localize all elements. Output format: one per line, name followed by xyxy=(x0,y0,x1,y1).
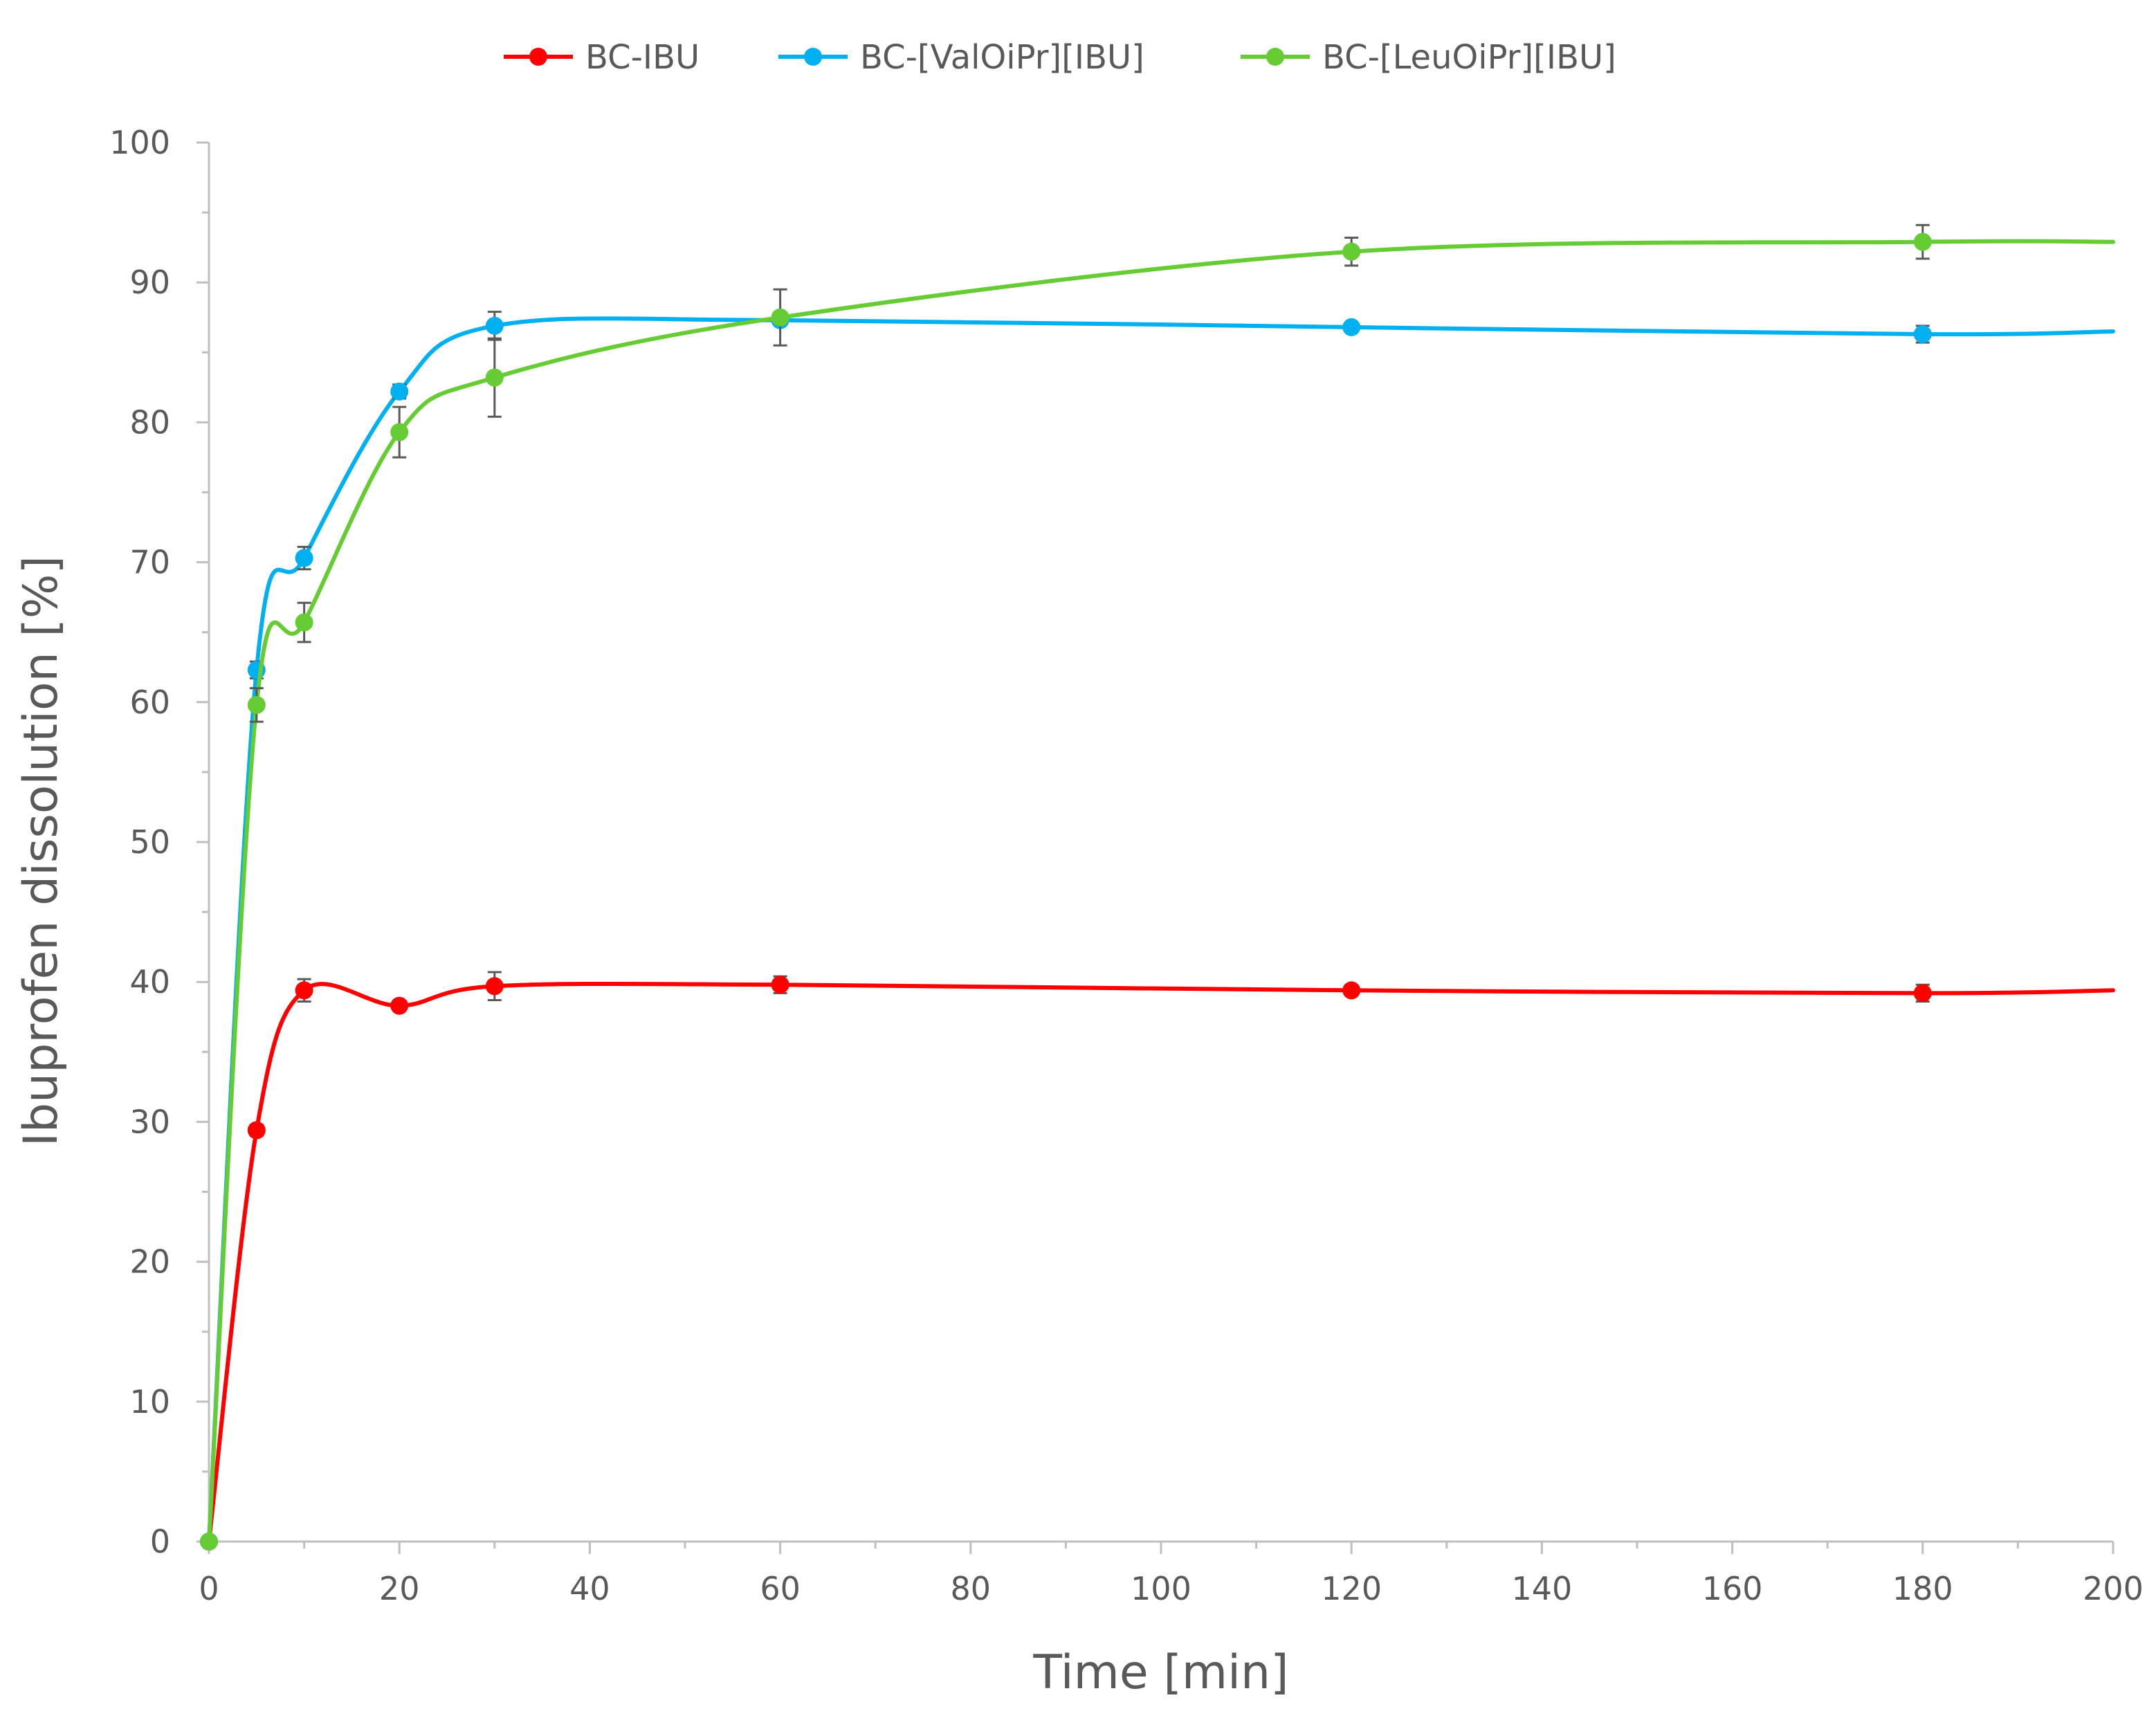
data-point xyxy=(1342,318,1361,336)
data-point xyxy=(390,382,409,401)
series-BC-[ValOiPr][IBU] xyxy=(200,311,2115,1551)
data-point xyxy=(485,316,504,335)
y-tick-label: 40 xyxy=(129,963,170,1000)
data-point xyxy=(295,549,313,567)
data-point xyxy=(295,981,313,1000)
x-tick-label: 80 xyxy=(951,1570,992,1607)
series-BC-IBU xyxy=(200,971,2115,1551)
data-point xyxy=(771,976,789,994)
y-tick-label: 70 xyxy=(129,544,170,581)
data-point xyxy=(247,1121,266,1140)
data-point xyxy=(1913,232,1932,251)
x-axis: 0 20 40 60 80 100 120 140 160 180 200 xyxy=(199,1540,2144,1607)
y-tick-label: 100 xyxy=(109,124,170,161)
x-axis-title: Time [min] xyxy=(1032,1645,1288,1700)
legend-label: BC-[LeuOiPr][IBU] xyxy=(1322,38,1616,77)
series-line xyxy=(207,239,2115,1544)
data-point xyxy=(485,977,504,996)
data-point xyxy=(1913,325,1932,344)
x-tick-label: 40 xyxy=(569,1570,610,1607)
data-point xyxy=(247,695,266,714)
data-point xyxy=(390,423,409,441)
series-line xyxy=(207,316,2115,1544)
y-tick-label: 30 xyxy=(129,1103,170,1140)
x-tick-label: 100 xyxy=(1131,1570,1191,1607)
data-point xyxy=(295,613,313,632)
data-point xyxy=(200,1533,218,1551)
legend-swatch-marker xyxy=(529,48,547,66)
x-tick-label: 60 xyxy=(760,1570,801,1607)
legend-swatch-marker xyxy=(1266,48,1284,66)
x-tick-label: 140 xyxy=(1511,1570,1572,1607)
y-axis-title: Ibuprofen dissolution [%] xyxy=(14,556,68,1146)
y-axis: 0 10 20 30 40 50 60 70 80 90 100 xyxy=(109,124,210,1560)
x-tick-label: 120 xyxy=(1321,1570,1382,1607)
y-tick-label: 0 xyxy=(150,1523,170,1560)
data-point xyxy=(1913,984,1932,1003)
y-tick-label: 90 xyxy=(129,264,170,301)
y-tick-label: 80 xyxy=(129,403,170,441)
x-tick-label: 200 xyxy=(2083,1570,2144,1607)
plot-series xyxy=(200,223,2115,1551)
x-tick-label: 160 xyxy=(1702,1570,1763,1607)
data-point xyxy=(390,996,409,1015)
legend: BC-IBU BC-[ValOiPr][IBU] BC-[LeuOiPr][IBU] xyxy=(504,38,1616,77)
y-tick-label: 10 xyxy=(129,1383,170,1420)
y-tick-label: 50 xyxy=(129,823,170,861)
x-tick-label: 20 xyxy=(379,1570,420,1607)
data-point xyxy=(1342,981,1361,1000)
data-point xyxy=(485,368,504,387)
x-tick-label: 0 xyxy=(199,1570,219,1607)
y-tick-label: 60 xyxy=(129,684,170,721)
x-tick-label: 180 xyxy=(1892,1570,1953,1607)
legend-label: BC-IBU xyxy=(585,38,700,77)
series-BC-[LeuOiPr][IBU] xyxy=(200,223,2115,1551)
legend-label: BC-[ValOiPr][IBU] xyxy=(860,38,1144,77)
data-point xyxy=(771,308,789,327)
series-line xyxy=(207,981,2115,1544)
y-tick-label: 20 xyxy=(129,1243,170,1281)
data-point xyxy=(1342,242,1361,261)
legend-swatch-marker xyxy=(804,48,822,66)
